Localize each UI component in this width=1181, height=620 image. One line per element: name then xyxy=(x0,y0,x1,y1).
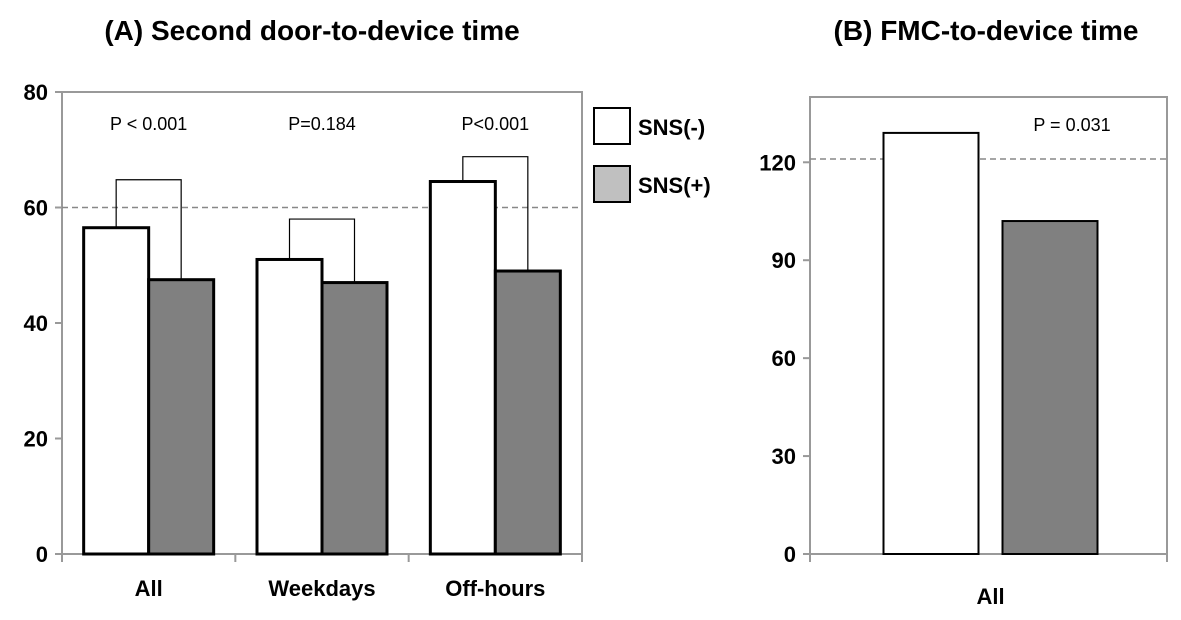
panel-b-title: (B) FMC-to-device time xyxy=(834,15,1139,46)
y-tick-label: 80 xyxy=(24,80,48,105)
panel-a-p-values: P < 0.001 P=0.184 P<0.001 xyxy=(110,114,529,134)
y-tick-label: 0 xyxy=(784,542,796,567)
y-tick-label: 60 xyxy=(772,346,796,371)
y-tick-label: 20 xyxy=(24,427,48,452)
p-value-label: P = 0.031 xyxy=(1033,115,1110,135)
y-tick-label: 120 xyxy=(759,150,796,175)
significance-bracket xyxy=(115,179,182,280)
panel-a-brackets xyxy=(115,156,529,283)
panel-a-x-axis: All Weekdays Off-hours xyxy=(61,554,583,601)
panel-b-chart: (B) FMC-to-device time 0 30 60 90 120 All P … xyxy=(759,15,1168,609)
bar-sns-minus xyxy=(255,257,324,556)
legend-swatch xyxy=(593,107,631,145)
panel-a-title: (A) Second door-to-device time xyxy=(104,15,519,46)
y-tick-label: 0 xyxy=(36,542,48,567)
p-value-label: P=0.184 xyxy=(288,114,356,134)
panel-b-x-axis: All xyxy=(809,554,1168,609)
panel-b-bars xyxy=(882,131,1099,556)
bar-sns-plus xyxy=(320,281,389,556)
significance-bracket xyxy=(288,218,356,283)
category-label: Weekdays xyxy=(268,576,375,601)
p-value-label: P < 0.001 xyxy=(110,114,187,134)
y-tick-label: 90 xyxy=(772,248,796,273)
category-label: All xyxy=(976,584,1004,609)
significance-bracket xyxy=(462,156,529,272)
panel-a-bars xyxy=(82,180,562,556)
y-tick-label: 60 xyxy=(24,196,48,221)
panel-b-p-values: P = 0.031 xyxy=(1033,115,1110,135)
legend-label: SNS(-) xyxy=(638,115,705,140)
panel-b-plot-frame xyxy=(809,96,1168,555)
y-tick-label: 40 xyxy=(24,311,48,336)
bar-sns-plus xyxy=(1001,220,1099,556)
p-value-label: P<0.001 xyxy=(462,114,530,134)
bar-sns-plus xyxy=(147,278,216,556)
panel-a-chart: (A) Second door-to-device time 0 20 40 60 80… xyxy=(24,15,583,601)
panel-b-y-axis: 0 30 60 90 120 xyxy=(759,150,810,567)
panel-a-y-axis: 0 20 40 60 80 xyxy=(24,80,62,567)
legend-swatch xyxy=(593,165,631,203)
category-label: Off-hours xyxy=(445,576,545,601)
bar-sns-minus xyxy=(882,131,980,556)
legend: SNS(-) SNS(+) xyxy=(593,107,711,203)
bar-sns-plus xyxy=(493,269,562,556)
legend-label: SNS(+) xyxy=(638,173,711,198)
category-label: All xyxy=(135,576,163,601)
y-tick-label: 30 xyxy=(772,444,796,469)
bar-sns-minus xyxy=(428,180,497,556)
bar-sns-minus xyxy=(82,226,151,556)
